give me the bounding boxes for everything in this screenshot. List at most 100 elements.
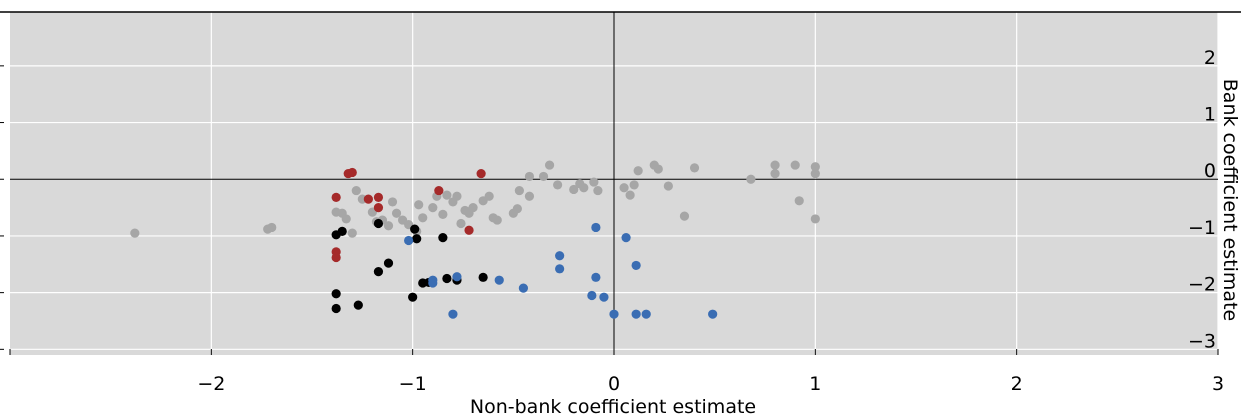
data-point-blue — [448, 309, 458, 319]
data-point-blue — [641, 309, 651, 319]
data-point-grey — [770, 160, 780, 170]
data-point-blue — [631, 309, 641, 319]
x-tick-label: 0 — [608, 373, 620, 395]
x-tick-label: 1 — [809, 373, 821, 395]
data-point-grey — [351, 185, 361, 196]
data-point-blue — [494, 275, 504, 285]
x-axis-title: Non-bank coefficient estimate — [470, 396, 756, 417]
data-point-red — [476, 168, 486, 179]
data-point-red — [373, 202, 384, 213]
data-point-grey — [790, 160, 800, 170]
y-tick-labels: 2 1 0 −1 −2 −3 — [1188, 47, 1216, 352]
data-point-grey — [553, 180, 563, 190]
data-point-red — [347, 167, 357, 178]
data-point-grey — [625, 190, 635, 200]
data-point-black — [412, 234, 422, 244]
x-tick-label: −1 — [399, 373, 427, 395]
data-point-grey — [746, 174, 756, 184]
y-tick-label: −1 — [1188, 217, 1216, 239]
data-point-grey — [633, 166, 643, 176]
data-point-black — [478, 272, 488, 282]
data-point-black — [373, 218, 384, 229]
data-point-grey — [512, 204, 522, 214]
y-tick-label: 1 — [1204, 104, 1216, 126]
data-point-grey — [770, 168, 780, 179]
data-points — [130, 160, 820, 319]
data-point-blue — [591, 272, 601, 282]
data-point-grey — [689, 163, 700, 173]
data-point-grey — [679, 211, 690, 221]
data-point-blue — [555, 251, 565, 261]
data-point-grey — [593, 185, 603, 196]
data-point-grey — [468, 202, 478, 213]
data-point-grey — [267, 222, 277, 233]
data-point-black — [331, 303, 341, 314]
data-point-black — [442, 273, 452, 284]
data-point-grey — [418, 213, 428, 223]
data-point-black — [438, 233, 448, 243]
x-tick-label: 3 — [1212, 373, 1224, 395]
zero-lines — [10, 12, 1218, 355]
x-tick-labels: −2 −1 0 1 2 3 — [197, 373, 1224, 395]
data-point-grey — [456, 218, 466, 229]
data-point-grey — [629, 180, 639, 190]
data-point-black — [408, 292, 418, 302]
data-point-grey — [579, 183, 589, 193]
data-point-red — [464, 225, 474, 235]
data-point-blue — [404, 235, 414, 246]
data-point-blue — [609, 309, 619, 319]
data-point-red — [363, 194, 373, 204]
y-tick-label: 2 — [1204, 47, 1216, 69]
data-point-blue — [518, 283, 529, 293]
data-point-grey — [130, 228, 140, 238]
data-point-grey — [653, 164, 663, 174]
data-point-grey — [452, 191, 462, 201]
axis-ticks — [0, 65, 1219, 355]
data-point-grey — [524, 191, 535, 201]
y-tick-label: −2 — [1188, 274, 1216, 296]
data-point-blue — [599, 292, 609, 302]
data-point-grey — [663, 181, 673, 191]
data-point-grey — [484, 191, 494, 201]
data-point-grey — [414, 200, 424, 210]
data-point-blue — [452, 272, 462, 282]
data-point-blue — [621, 233, 631, 243]
data-point-grey — [492, 215, 502, 225]
data-point-grey — [619, 183, 629, 193]
data-point-grey — [810, 214, 820, 224]
data-point-blue — [555, 264, 565, 274]
y-tick-label: 0 — [1204, 160, 1216, 182]
data-point-red — [331, 252, 341, 263]
data-point-blue — [587, 290, 597, 301]
data-point-grey — [383, 221, 394, 231]
data-point-red — [434, 185, 444, 196]
data-point-black — [353, 300, 363, 310]
data-point-grey — [810, 168, 820, 179]
data-point-black — [337, 226, 347, 237]
data-point-black — [383, 258, 394, 268]
data-point-blue — [708, 309, 718, 319]
data-point-black — [410, 224, 420, 234]
data-point-grey — [544, 160, 555, 170]
data-point-grey — [391, 208, 402, 218]
data-point-blue — [428, 278, 438, 288]
y-tick-label: −3 — [1188, 330, 1216, 352]
data-point-blue — [631, 260, 641, 271]
data-point-grey — [524, 171, 535, 182]
data-point-grey — [589, 177, 599, 187]
x-tick-label: 2 — [1011, 373, 1023, 395]
data-point-red — [373, 192, 384, 202]
data-point-grey — [442, 190, 452, 200]
data-point-grey — [794, 196, 804, 206]
data-point-grey — [387, 197, 398, 207]
data-point-grey — [569, 184, 579, 195]
data-point-grey — [347, 228, 357, 238]
data-point-black — [331, 289, 341, 299]
x-tick-label: −2 — [197, 373, 225, 395]
data-point-grey — [538, 171, 549, 182]
data-point-blue — [591, 222, 601, 233]
data-point-grey — [514, 185, 524, 196]
data-point-grey — [428, 202, 438, 213]
data-point-black — [373, 267, 384, 277]
